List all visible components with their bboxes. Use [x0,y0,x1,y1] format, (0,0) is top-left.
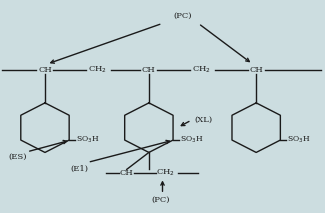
Text: (XL): (XL) [195,116,213,124]
Text: CH$_2$: CH$_2$ [156,168,176,178]
Text: (E1): (E1) [71,164,88,173]
Text: (ES): (ES) [8,152,27,160]
Text: CH: CH [249,66,263,74]
Text: CH: CH [120,169,134,177]
Text: CH: CH [38,66,52,74]
Text: CH$_2$: CH$_2$ [88,65,107,75]
Text: SO$_3$H: SO$_3$H [76,135,99,145]
Text: SO$_3$H: SO$_3$H [180,135,203,145]
Text: (PC): (PC) [151,196,170,204]
Text: CH: CH [142,66,156,74]
Text: (PC): (PC) [174,12,192,20]
Text: CH$_2$: CH$_2$ [192,65,211,75]
Text: SO$_3$H: SO$_3$H [287,135,311,145]
